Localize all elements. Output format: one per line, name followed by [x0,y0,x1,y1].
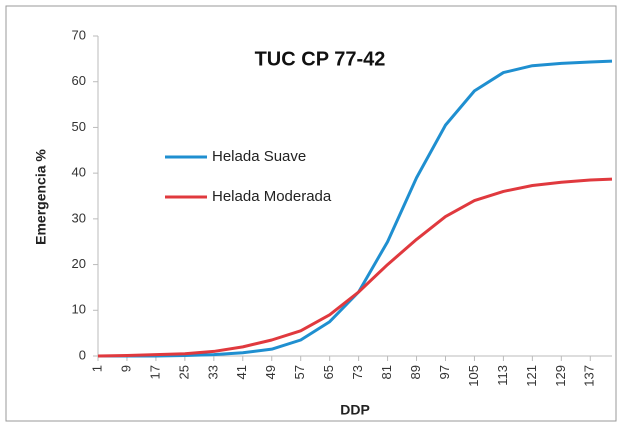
x-tick-label: 25 [176,365,191,379]
x-tick-label: 33 [205,365,220,379]
chart-frame [5,5,617,422]
x-axis-label: DDP [340,402,370,418]
x-tick-label: 9 [118,365,133,372]
y-tick-label: 70 [72,27,86,42]
x-tick-label: 1 [89,365,104,372]
x-tick-label: 89 [408,365,423,379]
legend-label: Helada Suave [212,148,306,165]
series-line [98,59,613,358]
x-tick-label: 49 [263,365,278,379]
y-tick-label: 30 [72,210,86,225]
x-tick-label: 73 [350,365,365,379]
y-tick-label: 60 [72,73,86,88]
x-tick-label: 121 [524,365,539,387]
y-tick-label: 40 [72,165,86,180]
series-line [97,177,613,358]
y-tick-label: 50 [72,119,86,134]
x-tick-label: 57 [292,365,307,379]
x-tick-label: 65 [321,365,336,379]
y-tick-label: 20 [72,256,86,271]
y-tick-label: 0 [79,347,86,362]
chart-title: TUC CP 77-42 [255,48,386,70]
x-tick-label: 129 [553,365,568,387]
x-tick-label: 137 [582,365,597,387]
x-tick-label: 41 [234,365,249,379]
x-tick-label: 81 [379,365,394,379]
legend-label: Helada Moderada [212,188,332,205]
x-tick-label: 113 [495,365,510,386]
y-tick-label: 10 [72,302,86,317]
y-axis-label: Emergencia % [33,149,49,245]
x-tick-label: 17 [147,365,162,379]
x-tick-label: 97 [437,365,452,379]
x-tick-label: 105 [466,365,481,387]
